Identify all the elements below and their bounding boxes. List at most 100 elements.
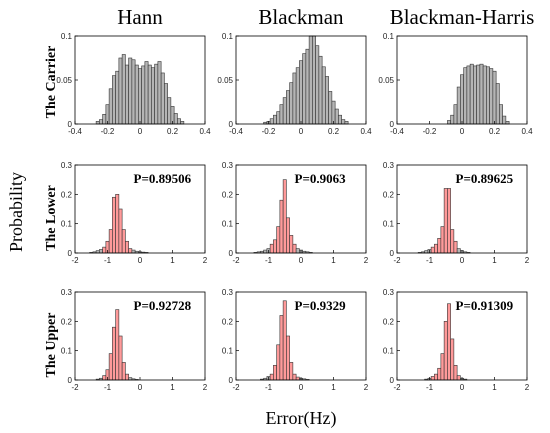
x-tick-label: 0	[138, 127, 143, 136]
histogram-bar	[456, 248, 461, 254]
column-title-blackman: Blackman	[258, 5, 344, 29]
y-tick-label: 0.3	[222, 288, 234, 297]
histogram-bar	[447, 303, 451, 381]
histogram-bar	[450, 114, 455, 125]
histogram-bar	[453, 365, 458, 381]
histogram-bar	[440, 353, 445, 381]
panel-the-carrier-hann: -0.4 -0.2 0 0.2 0.4 0 0.05 0.1	[56, 32, 211, 136]
x-tick-label: 0.2	[328, 127, 340, 136]
histogram-bar	[121, 229, 126, 254]
x-tick-label: -2	[232, 256, 240, 265]
y-tick-label: 0.2	[383, 190, 395, 199]
y-tick-label: 0.3	[61, 288, 73, 297]
histogram-bar	[450, 229, 455, 254]
x-tick-label: 0	[299, 256, 304, 265]
histogram-bar	[102, 246, 107, 254]
histogram-bar	[279, 199, 284, 254]
x-tick-label: 1	[492, 383, 497, 392]
probability-annotation: P=0.9329	[295, 298, 347, 313]
x-tick-label: 0.4	[360, 127, 372, 136]
histogram-bar	[134, 64, 139, 125]
histogram-bar	[502, 115, 507, 125]
x-tick-label: -0.4	[390, 127, 404, 136]
histogram-bar	[289, 362, 294, 381]
histogram-bar	[128, 248, 133, 254]
histogram-bar	[164, 83, 168, 125]
y-tick-label: 0	[68, 249, 73, 258]
histogram-bar	[321, 66, 326, 125]
histogram-bar	[138, 68, 142, 125]
y-tick-label: 0.1	[61, 220, 73, 229]
histogram-bar	[279, 315, 284, 381]
histogram-bar	[434, 373, 438, 381]
column-title-hann: Hann	[117, 5, 163, 29]
histogram-bar	[118, 57, 123, 125]
x-tick-label: 2	[203, 256, 208, 265]
histogram-bar	[108, 353, 113, 381]
histogram-bar	[128, 57, 133, 125]
histogram-bar	[121, 362, 126, 381]
x-tick-label: -0.2	[262, 127, 276, 136]
histogram-bar	[282, 97, 287, 125]
histogram-panels: -0.4 -0.2 0 0.2 0.4 0 0.05 0.1 -0.4 -0.2 0 0.2 0.4 0 0…	[56, 32, 533, 392]
histogram-bar	[108, 229, 113, 254]
histogram-bar	[286, 335, 290, 381]
y-tick-label: 0	[390, 376, 395, 385]
histogram-bar	[450, 338, 455, 381]
x-tick-label: 0	[460, 256, 465, 265]
histogram-bar	[453, 104, 458, 125]
y-tick-label: 0.3	[383, 161, 395, 170]
histogram-bar	[269, 118, 274, 125]
column-title-blackman-harris: Blackman-Harris	[390, 5, 535, 29]
x-tick-label: 2	[525, 256, 530, 265]
histogram-bar	[286, 90, 290, 125]
histogram-bar	[147, 64, 152, 125]
x-tick-label: 0.2	[167, 127, 179, 136]
histogram-bar	[318, 55, 323, 125]
histogram-bar	[279, 104, 284, 125]
probability-annotation: P=0.91309	[456, 298, 514, 313]
histogram-bar	[125, 373, 129, 381]
histogram-bar	[282, 300, 287, 381]
probability-annotation: P=0.89625	[456, 171, 514, 186]
x-tick-label: 1	[492, 256, 497, 265]
x-tick-label: -1	[426, 383, 434, 392]
histogram-bar	[99, 119, 103, 125]
histogram-bar	[292, 243, 297, 254]
x-tick-label: -1	[265, 256, 273, 265]
histogram-bar	[489, 68, 494, 125]
histogram-bar	[338, 114, 342, 125]
x-tick-label: 0	[299, 127, 304, 136]
histogram-bar	[460, 74, 464, 125]
histogram-bar	[430, 376, 435, 381]
histogram-bar	[286, 217, 290, 254]
histogram-bar	[112, 326, 116, 381]
x-axis-label: Error(Hz)	[266, 408, 337, 429]
row-label-upper: The Upper	[44, 313, 59, 378]
histogram-bar	[276, 226, 281, 254]
histogram-bar	[276, 344, 281, 381]
probability-annotation: P=0.89506	[134, 171, 192, 186]
panel-the-lower-hann: -2 -1 0 1 2 0 0.1 0.2 0.3 P=0.89506	[61, 161, 208, 265]
x-tick-label: -1	[265, 383, 273, 392]
x-tick-label: 2	[364, 383, 369, 392]
histogram-bar	[154, 63, 159, 125]
x-tick-label: 0	[460, 383, 465, 392]
x-tick-label: -0.4	[68, 127, 82, 136]
histogram-bar	[334, 108, 339, 125]
y-tick-label: 0.1	[383, 347, 395, 356]
histogram-bar	[118, 208, 123, 254]
histogram-bar	[499, 104, 503, 125]
histogram-bar	[299, 60, 303, 125]
histogram-bar	[273, 239, 277, 254]
x-tick-label: 1	[170, 383, 175, 392]
histogram-bar	[289, 235, 294, 254]
x-tick-label: -1	[426, 256, 434, 265]
y-tick-label: 0.1	[383, 32, 395, 41]
panel-the-carrier-blackman: -0.4 -0.2 0 0.2 0.4 0 0.05 0.1	[217, 32, 372, 136]
histogram-bar	[443, 321, 448, 381]
histogram-bar	[292, 72, 297, 125]
histogram-bar	[289, 82, 294, 125]
y-tick-label: 0.1	[61, 347, 73, 356]
